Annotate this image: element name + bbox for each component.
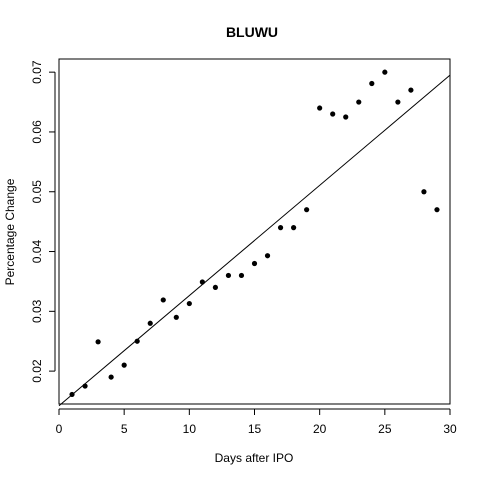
y-tick-label: 0.04 <box>30 240 44 264</box>
data-point <box>421 189 427 195</box>
data-point <box>251 260 258 267</box>
y-tick-label: 0.03 <box>30 299 44 323</box>
x-tick-label: 25 <box>378 422 392 436</box>
data-point <box>264 253 271 259</box>
chart-title: BLUWU <box>226 24 278 40</box>
data-point <box>108 374 114 380</box>
data-point <box>434 207 440 213</box>
y-tick-label: 0.02 <box>30 359 44 383</box>
x-tick-label: 10 <box>183 422 197 436</box>
y-axis: 0.02 0.03 0.04 0.05 0.06 0.07 <box>30 60 56 383</box>
data-point <box>225 272 232 279</box>
y-axis-label: Percentage Change <box>3 178 17 285</box>
data-point <box>277 225 284 231</box>
data-point <box>186 300 192 307</box>
data-point <box>304 207 310 213</box>
data-point <box>382 69 388 75</box>
data-point <box>173 314 179 320</box>
data-point <box>160 297 166 303</box>
data-point <box>147 320 153 326</box>
x-tick-label: 30 <box>443 422 457 436</box>
data-point <box>317 105 323 111</box>
data-point <box>343 114 349 120</box>
x-tick-label: 5 <box>121 422 128 436</box>
trend-line-group <box>58 74 451 407</box>
regression-line <box>58 74 451 407</box>
y-tick-label: 0.07 <box>30 60 44 84</box>
data-point <box>291 225 297 231</box>
data-point <box>134 338 140 344</box>
x-axis-label: Days after IPO <box>215 451 294 465</box>
data-point <box>212 284 218 291</box>
data-point <box>356 99 362 105</box>
data-point <box>121 362 127 368</box>
data-point <box>369 80 375 87</box>
data-points <box>69 69 440 398</box>
y-tick-label: 0.05 <box>30 180 44 204</box>
x-axis: 0 5 10 15 20 25 30 <box>56 408 457 436</box>
y-tick-label: 0.06 <box>30 120 44 144</box>
data-point <box>82 383 88 389</box>
data-point <box>199 279 205 285</box>
x-tick-label: 15 <box>248 422 262 436</box>
plot-frame <box>58 58 451 405</box>
data-point <box>330 111 336 117</box>
data-point <box>69 391 75 398</box>
data-point <box>238 272 245 279</box>
data-point <box>395 99 401 105</box>
x-tick-label: 0 <box>56 422 63 436</box>
data-point <box>95 339 101 345</box>
data-point <box>408 87 414 93</box>
x-tick-label: 20 <box>313 422 327 436</box>
